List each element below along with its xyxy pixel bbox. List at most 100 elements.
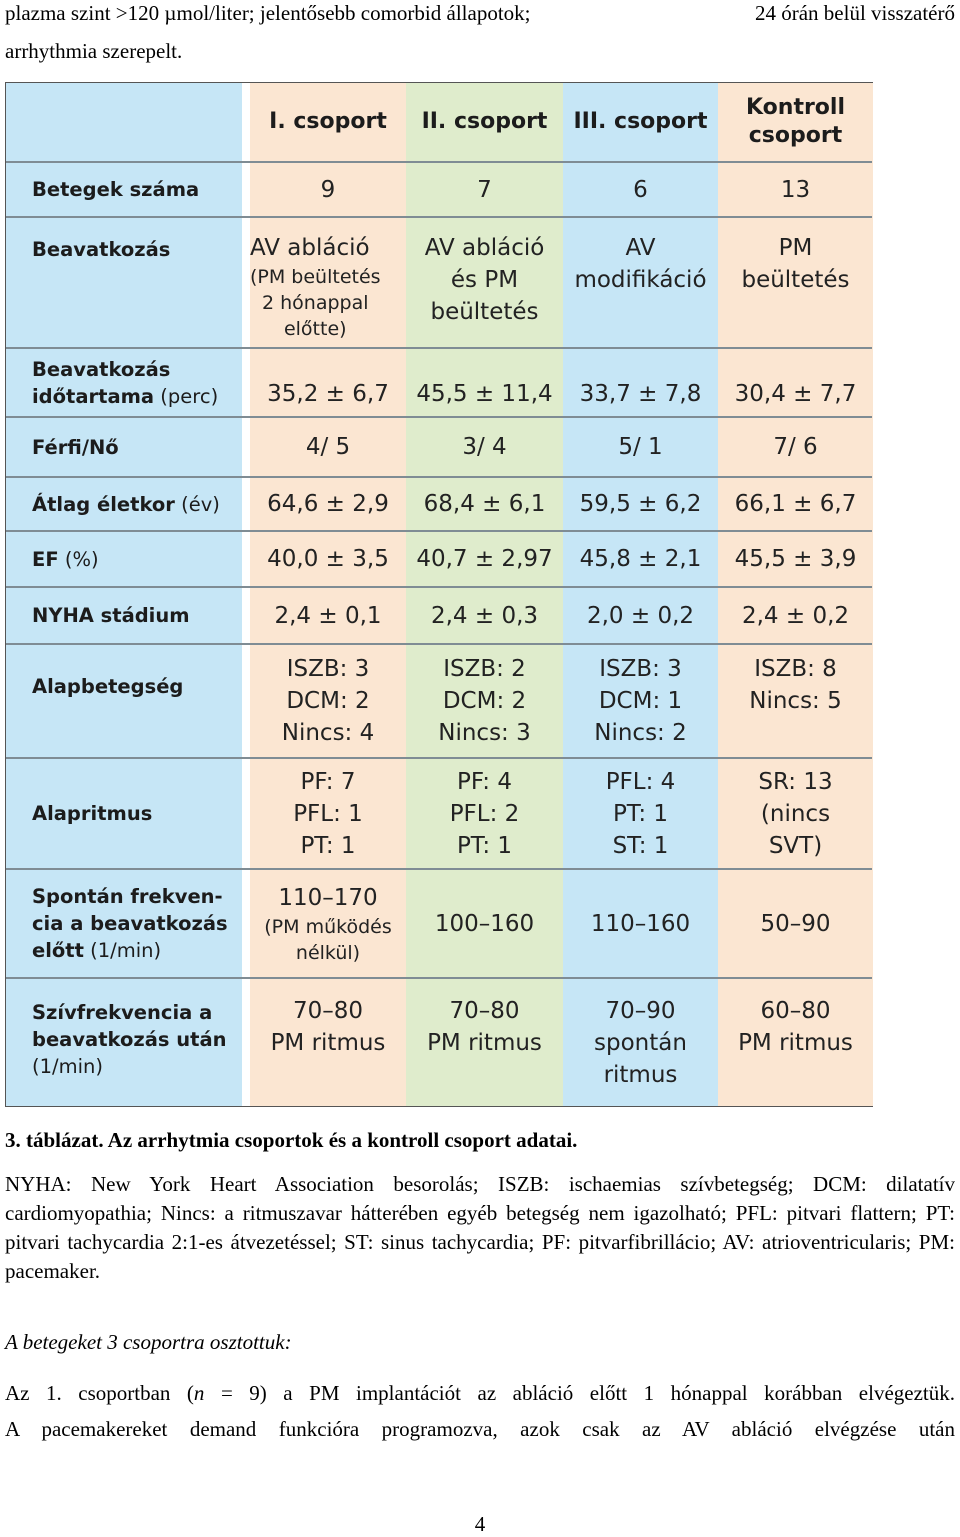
row-label: Betegek száma [32, 178, 200, 201]
table-cell: AV modifikáció [574, 235, 707, 293]
group2-column-bg [406, 83, 563, 1106]
table-row: Átlag életkor (év) 64,6 ± 2,9 68,4 ± 6,1… [6, 478, 872, 530]
table-row: Alapbetegség ISZB: 3 DCM: 2 Nincs: 4 ISZ… [6, 645, 872, 757]
table-cell: 33,7 ± 7,8 [579, 380, 702, 407]
table-caption: 3. táblázat. Az arrhytmia csoportok és a… [5, 1128, 578, 1152]
table-row: EF (%) 40,0 ± 3,5 40,7 ± 2,97 45,8 ± 2,1… [6, 532, 872, 586]
table-cell: 2,4 ± 0,1 [274, 602, 382, 629]
header-group-1: I. csoport [269, 109, 387, 134]
row-label: Szívfrekvencia a beavatkozás után (1/min… [32, 1001, 227, 1078]
table-cell: 45,5 ± 3,9 [734, 546, 857, 572]
table-row: NYHA stádium 2,4 ± 0,1 2,4 ± 0,3 2,0 ± 0… [6, 588, 872, 643]
table-cell: 7 [477, 176, 492, 203]
cell-note-text: (PM működés nélkül) [264, 915, 392, 964]
table-cell: 50–90 [760, 910, 831, 937]
table-row: Alapritmus PF: 7 PFL: 1 PT: 1 PF: 4 PFL:… [6, 759, 872, 868]
table-notes: NYHA: New York Heart Association besorol… [5, 1172, 955, 1283]
row-label: Beavatkozás [32, 238, 171, 261]
table-cell: PF: 4 PFL: 2 PT: 1 [449, 768, 520, 859]
row-divider [6, 216, 872, 218]
table-cell: 40,7 ± 2,97 [416, 546, 553, 572]
table-cell: PM beültetés [741, 235, 850, 293]
cell-main-text: 110–170 [278, 884, 378, 911]
header-group-2: II. csoport [421, 109, 548, 134]
table-cell: PFL: 4 PT: 1 ST: 1 [605, 768, 676, 859]
control-column-bg [718, 83, 873, 1106]
table-row: Férfi/Nő 4/ 5 3/ 4 5/ 1 7/ 6 [6, 418, 872, 476]
row-divider [6, 476, 872, 478]
table-cell: AV abláció és PM beültetés [424, 235, 545, 325]
row-divider [6, 530, 872, 532]
header-group-3: III. csoport [573, 109, 708, 134]
intro-line1-right: 24 órán belül visszatérő [754, 1, 955, 25]
table-cell: ISZB: 3 DCM: 1 Nincs: 2 [594, 656, 687, 746]
header-control-group: Kontroll csoport [746, 95, 845, 148]
table-cell: ISZB: 3 DCM: 2 Nincs: 4 [281, 656, 375, 746]
table-row: Szívfrekvencia a beavatkozás után (1/min… [6, 979, 872, 1107]
table-row: Beavatkozás AV abláció (PM beültetés 2 h… [6, 218, 872, 347]
paragraph-2: A pacemakereket demand funkcióra program… [5, 1417, 955, 1441]
intro-line2: arrhythmia szerepelt. [5, 39, 183, 63]
table-cell: 68,4 ± 6,1 [423, 491, 546, 517]
table-cell: 7/ 6 [773, 434, 818, 460]
row-divider [6, 977, 872, 979]
table-cell: 9 [320, 176, 336, 203]
table-cell: 110–170 (PM működés nélkül) [250, 870, 406, 977]
row-label: Férfi/Nő [32, 435, 119, 459]
row-label: EF (%) [32, 547, 99, 571]
table-cell: 2,4 ± 0,2 [741, 602, 850, 629]
table-cell: 64,6 ± 2,9 [267, 491, 389, 517]
table-cell: 66,1 ± 6,7 [734, 491, 857, 517]
table-cell: 35,2 ± 6,7 [267, 380, 389, 407]
row-label: Átlag életkor (év) [32, 492, 220, 516]
row-divider [6, 586, 872, 588]
page-number: 4 [474, 1512, 486, 1536]
intro-line1-left: plazma szint >120 µmol/liter; jelentőseb… [5, 1, 531, 25]
row-label: Alapritmus [32, 802, 153, 825]
table-cell: 2,0 ± 0,2 [586, 602, 695, 629]
table-cell: 13 [780, 176, 811, 203]
row-divider [6, 757, 872, 759]
table-cell: 70–90 spontán ritmus [594, 998, 687, 1088]
row-label: Alapbetegség [32, 675, 184, 698]
table-cell: 45,5 ± 11,4 [416, 380, 553, 407]
table-cell: PF: 7 PFL: 1 PT: 1 [293, 768, 363, 859]
table-cell: 110–160 [590, 910, 691, 937]
intro-text: plazma szint >120 µmol/liter; jelentőseb… [5, 0, 955, 63]
row-label: NYHA stádium [32, 604, 190, 627]
row-divider [6, 868, 872, 870]
row-divider [6, 643, 872, 645]
table-cell: 70–80 PM ritmus [427, 998, 542, 1056]
table-cell: 70–80 PM ritmus [270, 998, 386, 1056]
table-row: Beavatkozás időtartama (perc) 35,2 ± 6,7… [6, 349, 872, 416]
table-cell: ISZB: 8 Nincs: 5 [749, 656, 842, 714]
table-cell: ISZB: 2 DCM: 2 Nincs: 3 [438, 656, 531, 746]
row-divider [6, 161, 872, 163]
table-cell: 6 [633, 176, 648, 203]
table-cell: 60–80 PM ritmus [738, 998, 853, 1056]
table-cell: 5/ 1 [618, 434, 663, 460]
table-cell: 40,0 ± 3,5 [267, 546, 389, 572]
group1-column-bg [250, 83, 406, 1106]
row-label: Beavatkozás időtartama (perc) [32, 357, 219, 408]
row-divider [6, 416, 872, 418]
table-cell: 100–160 [434, 910, 535, 937]
paragraph-1: Az 1. csoportban (n = 9) a PM implantáci… [5, 1381, 955, 1405]
label-column-bg [6, 83, 242, 1106]
cell-main-text: AV abláció [250, 235, 370, 261]
table-row: Betegek száma 9 7 6 13 [6, 163, 872, 216]
table-cell: AV abláció (PM beültetés 2 hónappal előt… [250, 218, 406, 347]
table-cell: SR: 13 (nincs SVT) [758, 768, 833, 859]
table-cell: 59,5 ± 6,2 [579, 491, 702, 517]
table-cell: 45,8 ± 2,1 [579, 546, 702, 572]
row-label: Spontán frekven- cia a beavatkozás előtt… [32, 885, 228, 962]
data-table: I. csoport II. csoport III. csoport Kont… [5, 82, 873, 1107]
cell-note-text: (PM beültetés 2 hónappal előtte) [250, 266, 381, 340]
table-cell: 30,4 ± 7,7 [734, 380, 857, 407]
table-cell: 2,4 ± 0,3 [430, 602, 539, 629]
table-cell: 3/ 4 [462, 434, 507, 460]
row-divider [6, 347, 872, 349]
table-cell: 4/ 5 [305, 434, 351, 460]
group3-column-bg [563, 83, 718, 1106]
section-intro: A betegeket 3 csoportra osztottuk: [5, 1330, 292, 1354]
